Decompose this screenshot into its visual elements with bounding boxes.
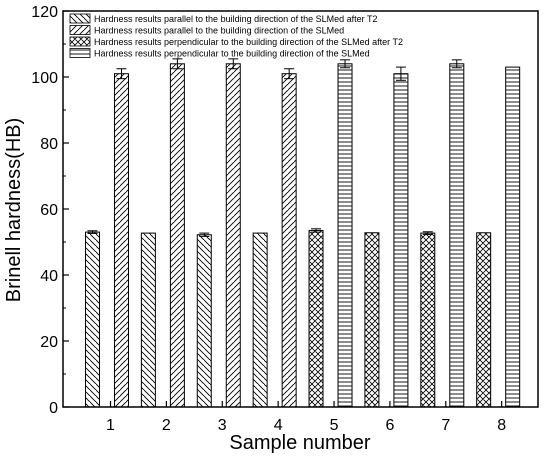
bar-3-5: [308, 229, 324, 408]
bar-1-2: [140, 232, 156, 408]
legend-item-4: Hardness results perpendicular to the bu…: [69, 48, 370, 59]
bar-4-7: [449, 63, 465, 408]
legend-swatch: [69, 25, 91, 35]
error-bar: [395, 66, 406, 81]
bar-2-4: [281, 73, 297, 408]
y-axis-label: Brinell hardness(HB): [3, 118, 25, 303]
legend-item-3: Hardness results perpendicular to the bu…: [69, 36, 403, 47]
error-bar: [87, 230, 98, 234]
bar-2-2: [169, 63, 185, 408]
legend-item-2: Hardness results parallel to the buildin…: [69, 25, 344, 36]
legend-label: Hardness results perpendicular to the bu…: [94, 37, 403, 47]
bar-4-6: [393, 73, 409, 408]
bar-1-4: [252, 232, 268, 408]
y-tick-label: 100: [31, 70, 58, 87]
bar-3-7: [420, 232, 436, 408]
bar-1-3: [196, 234, 212, 408]
bar-1-1: [85, 231, 100, 408]
error-bars-layer: [87, 58, 462, 237]
error-bar: [228, 58, 239, 70]
legend-swatch: [69, 48, 91, 58]
legend-label: Hardness results perpendicular to the bu…: [94, 49, 370, 59]
x-tick-label: 4: [274, 417, 283, 434]
bar-2-1: [114, 73, 129, 408]
bar-2-3: [225, 63, 241, 408]
x-tick-label: 8: [497, 417, 506, 434]
error-bar: [172, 58, 183, 70]
error-bar: [340, 59, 351, 69]
x-tick-label: 7: [441, 417, 450, 434]
legend-item-1: Hardness results parallel to the buildin…: [69, 13, 378, 24]
error-bar: [422, 231, 433, 235]
error-bar: [451, 59, 462, 69]
axes-layer: 0 20 40 60 80 100 120 1 2 3 4 5 6 7 8: [31, 4, 539, 434]
x-tick-label: 5: [330, 417, 339, 434]
y-tick-label: 20: [40, 334, 58, 351]
x-tick-label: 2: [162, 417, 171, 434]
legend-swatch: [69, 13, 91, 24]
legend-swatch: [69, 36, 91, 47]
bar-4-8: [505, 66, 521, 408]
plot-frame: [62, 10, 539, 408]
bar-3-6: [364, 232, 380, 408]
error-bar: [199, 232, 210, 237]
legend-label: Hardness results parallel to the buildin…: [94, 26, 344, 36]
error-bar: [284, 68, 295, 80]
legend: Hardness results parallel to the buildin…: [69, 13, 403, 59]
y-tick-label: 0: [49, 400, 58, 417]
y-tick-label: 60: [40, 202, 58, 219]
x-tick-label: 6: [385, 417, 394, 434]
bar-4-5: [337, 63, 353, 408]
x-axis-label: Sample number: [229, 432, 371, 454]
x-tick-label: 1: [106, 417, 115, 434]
x-tick-label: 3: [218, 417, 227, 434]
legend-label: Hardness results parallel to the buildin…: [94, 14, 378, 24]
bars-layer: [85, 63, 521, 408]
y-tick-label: 120: [31, 4, 58, 21]
bar-3-8: [476, 232, 492, 408]
error-bar: [311, 228, 322, 233]
y-tick-label: 40: [40, 268, 58, 285]
error-bar: [116, 68, 127, 80]
y-tick-label: 80: [40, 136, 58, 153]
